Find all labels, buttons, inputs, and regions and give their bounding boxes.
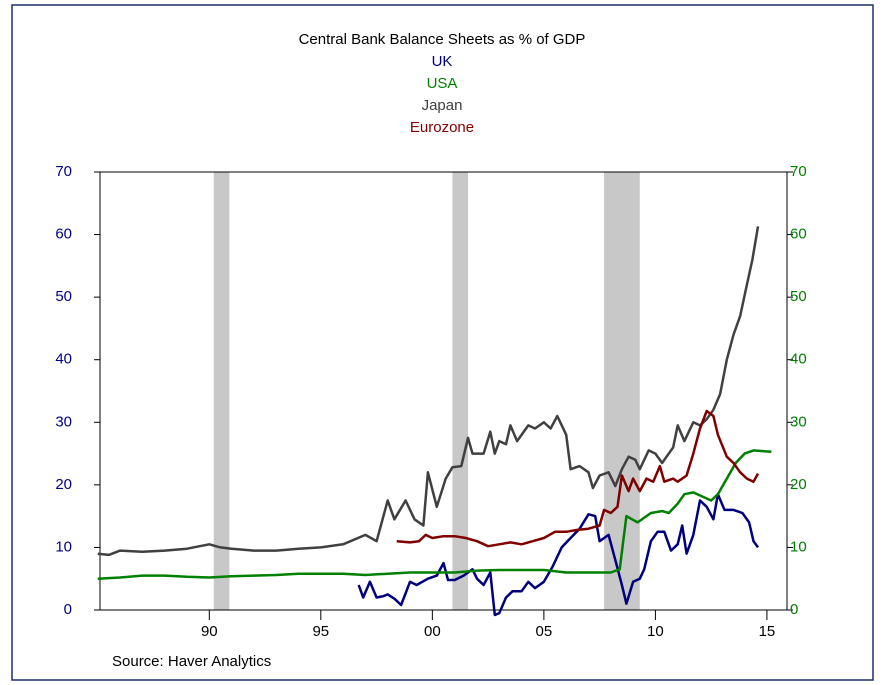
y-tick-label: 30 (55, 413, 72, 430)
x-tick-label: 95 (312, 623, 329, 640)
legend-entry: UK (432, 53, 453, 70)
y2-tick-label: 30 (790, 413, 807, 430)
legend-entry: Eurozone (410, 119, 474, 136)
y2-tick-label: 50 (790, 288, 807, 305)
x-tick-label: 90 (201, 623, 218, 640)
x-tick-label: 05 (536, 623, 553, 640)
series-line (357, 492, 760, 617)
chart-title: Central Bank Balance Sheets as % of GDP (299, 31, 586, 48)
x-tick-label: 15 (759, 623, 776, 640)
recession-band (452, 172, 469, 610)
series-line (97, 449, 772, 580)
y2-tick-label: 70 (790, 163, 807, 180)
y-tick-label: 0 (64, 601, 72, 618)
recession-band (213, 172, 230, 610)
legend-entry: USA (427, 75, 458, 92)
y-tick-label: 50 (55, 288, 72, 305)
y2-tick-label: 10 (790, 538, 807, 555)
y-tick-label: 40 (55, 351, 72, 368)
source: Source: Haver Analytics (112, 653, 271, 670)
y2-tick-label: 20 (790, 476, 807, 493)
y2-tick-label: 40 (790, 351, 807, 368)
y2-tick-label: 0 (790, 601, 798, 618)
y-tick-label: 10 (55, 538, 72, 555)
x-tick-label: 00 (424, 623, 441, 640)
y-tick-label: 20 (55, 476, 72, 493)
plot-area (99, 171, 788, 611)
series-line (97, 226, 760, 557)
y-tick-label: 60 (55, 226, 72, 243)
y2-tick-label: 60 (790, 226, 807, 243)
series-line (396, 409, 760, 548)
x-tick-label: 10 (647, 623, 664, 640)
y-tick-label: 70 (55, 163, 72, 180)
legend-entry: Japan (422, 97, 463, 114)
